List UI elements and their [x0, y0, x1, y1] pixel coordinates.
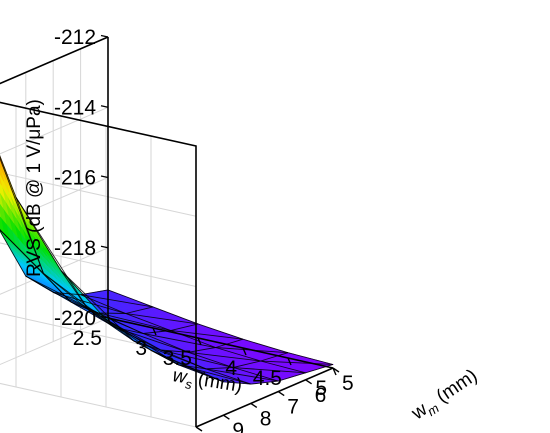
z-gridline	[0, 317, 197, 428]
y-axis-label-unit: (mm)	[428, 365, 481, 410]
y-axis-label: wm (mm)	[407, 365, 483, 427]
mesh-diagonal	[15, 197, 89, 310]
z-tick	[100, 175, 109, 179]
z-tick	[100, 315, 109, 319]
x-tick-label: 3	[135, 337, 147, 360]
x-tick-label: 2.5	[73, 327, 102, 350]
x-tick-label: 4.5	[253, 367, 282, 390]
z-tick-label: -212	[54, 26, 96, 49]
mesh-line-wm	[107, 289, 334, 365]
y-tick	[223, 414, 230, 420]
mesh-diagonal	[143, 333, 216, 348]
mesh-diagonal	[205, 368, 279, 382]
y-tick-label: 10	[205, 431, 228, 433]
y-tick-label: 9	[232, 419, 244, 433]
z-tick-label: -216	[54, 167, 96, 190]
mesh-diagonal	[188, 351, 261, 362]
mesh-diagonal	[133, 340, 206, 370]
surface-patch	[0, 212, 1, 217]
z-tick-label: -218	[54, 237, 96, 260]
z-tick	[100, 245, 109, 249]
y-tick	[250, 402, 258, 408]
x-tick-label: 5	[315, 377, 327, 400]
y-tick-label: 8	[260, 407, 272, 430]
x-tick	[107, 317, 112, 326]
z-tick	[100, 105, 109, 108]
x-axis-label-main: w	[171, 365, 189, 388]
z-gridline	[0, 106, 197, 217]
x-axis-line	[107, 317, 334, 369]
y-tick-label: 6	[315, 384, 327, 407]
mesh-line-wm	[25, 275, 251, 385]
mesh-diagonal	[80, 294, 154, 308]
mesh-diagonal	[170, 330, 244, 340]
x-tick-label: 4	[225, 357, 237, 380]
mesh-diagonal	[98, 312, 171, 331]
z-tick-label: -214	[54, 96, 96, 119]
mesh-diagonal	[150, 349, 224, 383]
top-frame	[0, 36, 197, 427]
y-tick	[277, 391, 285, 397]
y-tick-label: 5	[342, 372, 354, 395]
x-tick	[287, 357, 292, 366]
mesh-diagonal	[178, 364, 251, 385]
z-gridline	[0, 177, 197, 287]
z-gridline	[0, 247, 197, 358]
x-tick-label: 3.5	[163, 347, 192, 370]
x-axis-label-sub: s	[184, 376, 193, 392]
mesh-line-wm	[80, 294, 306, 374]
surface-patch	[0, 177, 2, 186]
x-tick	[152, 327, 157, 336]
x-tick	[197, 337, 202, 346]
y-tick	[305, 379, 312, 385]
mesh-diagonal	[0, 229, 72, 303]
y-tick-label: 7	[287, 396, 299, 419]
y-tick	[195, 426, 203, 432]
mesh-diagonal	[160, 349, 234, 368]
x-tick	[242, 347, 247, 356]
mesh-diagonal	[233, 367, 306, 374]
z-axis-label: RVS (dB @ 1 V/μPa)	[24, 99, 45, 277]
surface-patch	[0, 192, 4, 208]
y-tick	[332, 367, 340, 373]
mesh-diagonal	[260, 360, 334, 365]
mesh-diagonal	[125, 313, 199, 325]
z-tick-label: -220	[54, 307, 96, 330]
y-axis-line	[195, 367, 334, 428]
z-tick	[100, 34, 109, 38]
mesh-diagonal	[0, 157, 44, 274]
mesh-diagonal	[88, 309, 162, 351]
